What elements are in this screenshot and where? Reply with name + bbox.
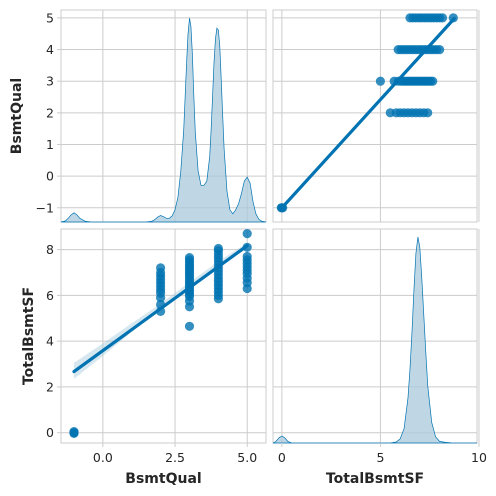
t-vs-q-regression-line [72,244,249,374]
t-vs-q-point [156,263,166,273]
row2-ytick-label: 6 [46,288,54,303]
row2-ytick-label: 2 [46,379,54,394]
q-vs-t-point [375,76,385,86]
row1-ytick-label: 2 [46,105,54,120]
t-vs-q-point [242,229,252,239]
x-axis-label-totalbsmtsf: TotalBsmtSF [326,471,424,487]
y-axis-label-totalbsmtsf: TotalBsmtSF [21,287,37,385]
q-vs-t-regression-line [280,16,456,210]
col2-xtick-label: 10 [471,450,487,465]
row2-ytick-label: 0 [46,425,54,440]
q-vs-t-point [428,76,438,86]
panel-totalbsmtsf-kde [272,228,478,444]
q-vs-t-point [435,45,445,55]
col2-xtick-label: 5 [376,450,384,465]
t-vs-q-point [69,428,79,438]
bsmtqual-kde-area [60,17,267,223]
panel-totalbsmtsf-vs-bsmtqual [60,228,267,444]
t-vs-q-point [213,243,223,254]
totalbsmtsf-kde-area [272,236,477,444]
y-axis-label-bsmtqual: BsmtQual [9,78,25,154]
row1-ytick-label: 3 [46,74,54,89]
panel-bsmtqual-kde [60,9,267,223]
row1-ytick-label: 0 [46,169,54,184]
row2-ytick-label: 4 [46,334,54,349]
panel-bsmtqual-vs-totalbsmtsf [272,9,478,223]
col1-xtick-label: 2.5 [165,450,185,465]
labels: −1 0 1 2 3 4 5 0 2 4 6 8 0.0 2.5 5.0 0 5 10 BsmtQual TotalB… [9,10,487,487]
col1-xtick-label: 5.0 [237,450,257,465]
row1-ytick-label: 1 [46,137,54,152]
col1-xtick-label: 0.0 [93,450,113,465]
t-vs-q-point [242,251,252,262]
q-vs-t-point [437,13,448,23]
panels [60,9,480,444]
x-axis-label-bsmtqual: BsmtQual [125,471,201,487]
t-vs-q-point [184,253,195,263]
col2-xtick-label: 0 [278,450,286,465]
row1-ytick-label: −1 [36,200,54,215]
q-vs-t-point [423,108,433,118]
row1-ytick-label: 5 [46,10,54,25]
row2-ytick-label: 8 [46,242,54,257]
t-vs-q-point [184,321,195,331]
row1-ytick-label: 4 [46,42,54,57]
